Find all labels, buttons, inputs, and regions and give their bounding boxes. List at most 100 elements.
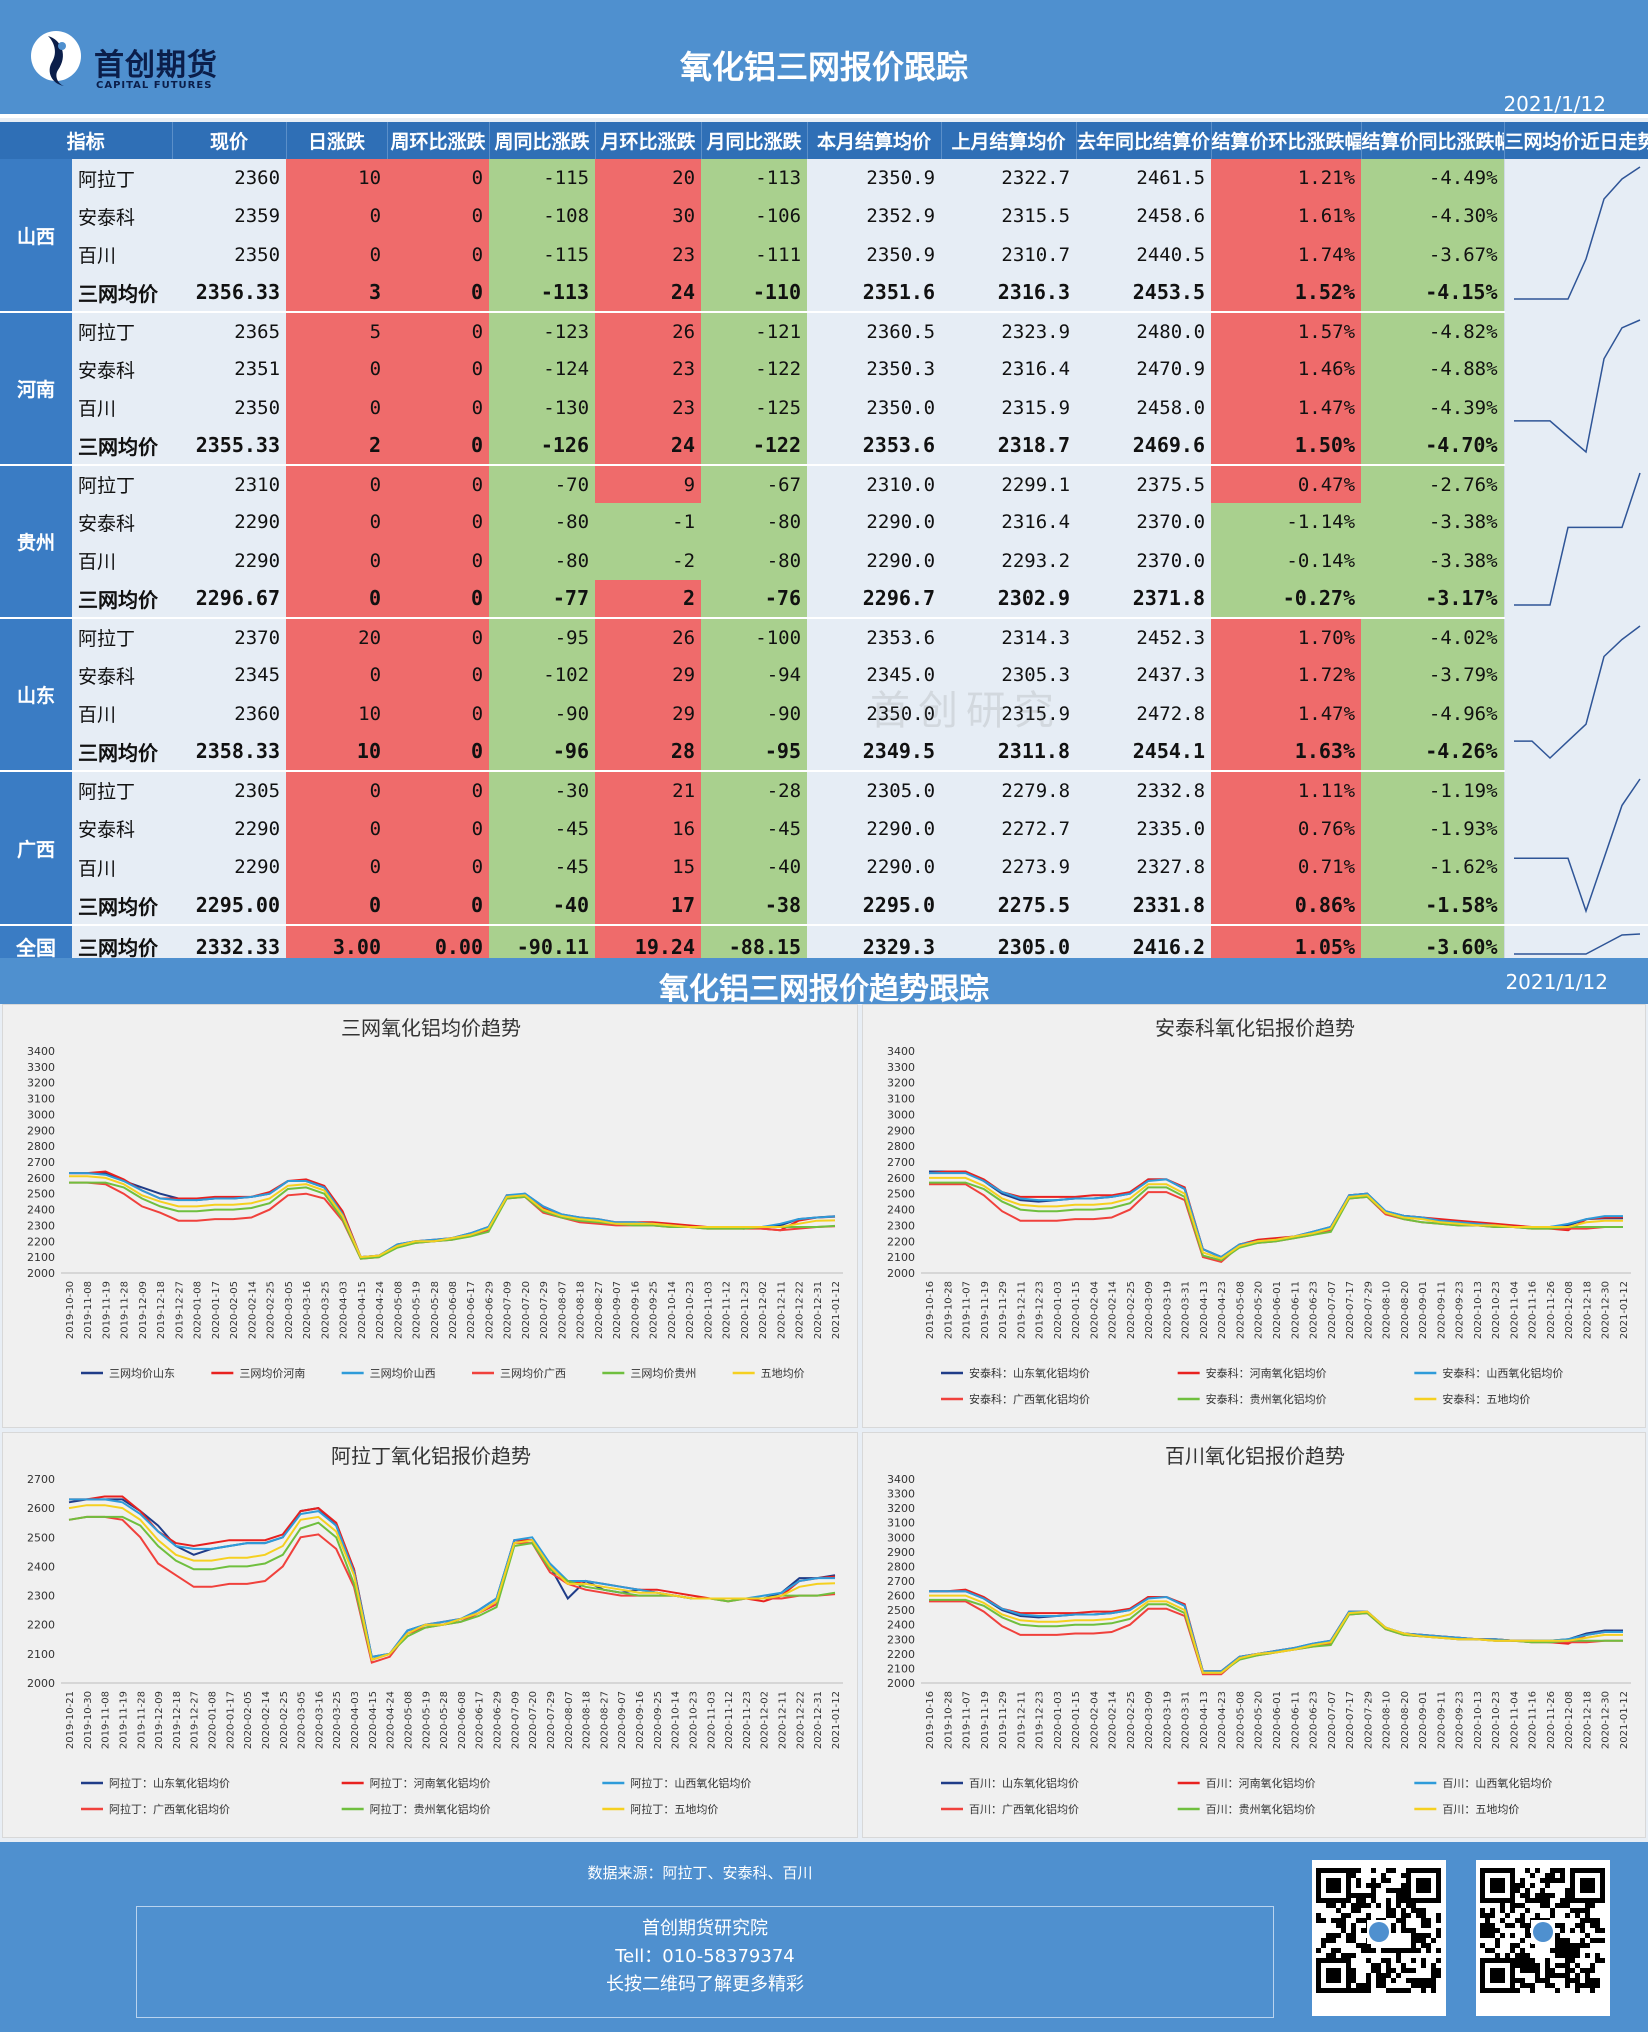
current-price: 2305 [172,771,287,810]
x-tick-label: 2019-12-18 [156,1281,167,1339]
current-price: 2290 [172,503,287,542]
table-row: 安泰科 2351 0 0 -124 23 -122 2350.3 2316.4 2470.9 1.4… [0,350,1648,389]
legend-label: 安泰科：广西氧化铝均价 [969,1392,1090,1406]
weekly-mom: 0 [387,235,490,274]
series-line [929,1172,1623,1259]
monthly-mom: 21 [595,771,702,810]
weekly-yoy: -96 [489,732,596,773]
month-avg: 2360.5 [807,312,942,351]
weekly-mom: 0 [387,656,490,695]
x-tick-label: 2020-10-13 [1473,1691,1484,1749]
last-year-price: 2371.8 [1076,579,1212,620]
source-name: 安泰科 [72,197,173,236]
x-tick-label: 2019-10-16 [925,1281,936,1339]
x-tick-label: 2020-05-20 [1254,1691,1265,1749]
daily-change: 3 [286,273,388,314]
settle-yoy-pct: -1.62% [1361,848,1505,887]
last-month-avg: 2275.5 [941,886,1077,926]
x-tick-label: 2020-11-04 [1509,1691,1520,1749]
series-line [69,1170,836,1259]
x-tick-label: 2020-08-10 [1382,1691,1393,1749]
last-month-avg: 2279.8 [941,771,1077,810]
settle-yoy-pct: -4.49% [1361,159,1505,198]
y-tick-label: 2100 [887,1662,915,1675]
legend-label: 三网均价山西 [370,1367,436,1380]
weekly-mom: 0 [387,694,490,733]
weekly-yoy: -126 [489,426,596,467]
trend-section-date: 2021/1/12 [1505,970,1608,994]
x-tick-label: 2019-11-08 [83,1281,94,1339]
qr-code-icon[interactable] [1476,1860,1610,2016]
current-price: 2360 [172,694,287,733]
month-avg: 2345.0 [807,656,942,695]
x-tick-label: 2020-10-14 [671,1691,682,1749]
monthly-mom: 16 [595,809,702,848]
settle-mom-pct: 1.72% [1211,656,1362,695]
current-price: 2290 [172,809,287,848]
current-price: 2356.33 [172,273,287,314]
x-tick-label: 2020-12-18 [1582,1691,1593,1749]
last-year-price: 2370.0 [1076,503,1212,542]
x-tick-label: 2020-04-24 [386,1691,397,1749]
y-tick-label: 3000 [27,1108,55,1121]
x-tick-label: 2019-11-07 [962,1691,973,1749]
qr-code-icon[interactable] [1312,1860,1446,2016]
month-avg: 2290.0 [807,503,942,542]
chart-title: 安泰科氧化铝报价趋势 [1155,1016,1355,1040]
monthly-mom: 23 [595,388,702,427]
settle-yoy-pct: -4.88% [1361,350,1505,389]
x-tick-label: 2020-11-26 [1546,1691,1557,1749]
weekly-yoy: -80 [489,541,596,580]
x-tick-label: 2020-10-23 [1491,1281,1502,1339]
x-tick-label: 2020-08-07 [557,1281,568,1339]
x-tick-label: 2020-08-18 [582,1691,593,1749]
y-tick-label: 2500 [27,1531,55,1544]
sparkline-series [1514,625,1641,760]
table-row: 山西 阿拉丁 2360 10 0 -115 20 -113 2350.9 2322.7 2461.5… [0,159,1648,313]
x-tick-label: 2020-12-18 [1582,1281,1593,1339]
x-tick-label: 2020-04-15 [368,1691,379,1749]
legend-label: 安泰科：山西氧化铝均价 [1442,1366,1563,1380]
last-month-avg: 2315.9 [941,694,1077,733]
sparkline-series [1514,472,1641,606]
daily-change: 10 [286,694,388,733]
daily-change: 10 [286,159,388,198]
monthly-yoy: -67 [701,465,808,504]
monthly-yoy: -100 [701,618,808,657]
x-tick-label: 2020-08-20 [1400,1281,1411,1339]
y-tick-label: 2200 [27,1619,55,1632]
x-tick-label: 2020-03-16 [302,1281,313,1339]
chart-title: 百川氧化铝报价趋势 [1165,1444,1345,1468]
current-price: 2310 [172,465,287,504]
y-tick-label: 3100 [887,1093,915,1106]
x-tick-label: 2020-07-07 [1327,1691,1338,1749]
last-month-avg: 2316.3 [941,273,1077,314]
x-tick-label: 2019-12-11 [1016,1691,1027,1749]
last-month-avg: 2315.5 [941,197,1077,236]
month-avg: 2350.0 [807,388,942,427]
monthly-mom: 30 [595,197,702,236]
weekly-yoy: -113 [489,273,596,314]
settle-yoy-pct: -3.17% [1361,579,1505,620]
legend-label: 百川：山东氧化铝均价 [969,1776,1079,1790]
y-tick-label: 2800 [887,1560,915,1573]
x-tick-label: 2020-07-09 [503,1281,514,1339]
weekly-mom: 0 [387,809,490,848]
x-tick-label: 2021-01-12 [1619,1281,1630,1339]
x-tick-label: 2019-11-29 [998,1281,1009,1339]
x-tick-label: 2020-11-03 [706,1691,717,1749]
sparkline-chart [1514,166,1641,300]
monthly-mom: 2 [595,579,702,620]
legend-label: 阿拉丁：山东氧化铝均价 [109,1776,230,1790]
settle-yoy-pct: -3.38% [1361,503,1505,542]
table-row: 安泰科 2290 0 0 -45 16 -45 2290.0 2272.7 2335.0 0.76%… [0,809,1648,848]
weekly-yoy: -130 [489,388,596,427]
settle-yoy-pct: -4.82% [1361,312,1505,351]
x-tick-label: 2020-06-17 [475,1691,486,1749]
column-header: 月同比涨跌 [701,122,808,159]
monthly-yoy: -38 [701,886,808,926]
x-tick-label: 2020-10-23 [688,1691,699,1749]
last-year-price: 2480.0 [1076,312,1212,351]
source-name: 阿拉丁 [72,312,173,351]
settle-mom-pct: 1.63% [1211,732,1362,773]
